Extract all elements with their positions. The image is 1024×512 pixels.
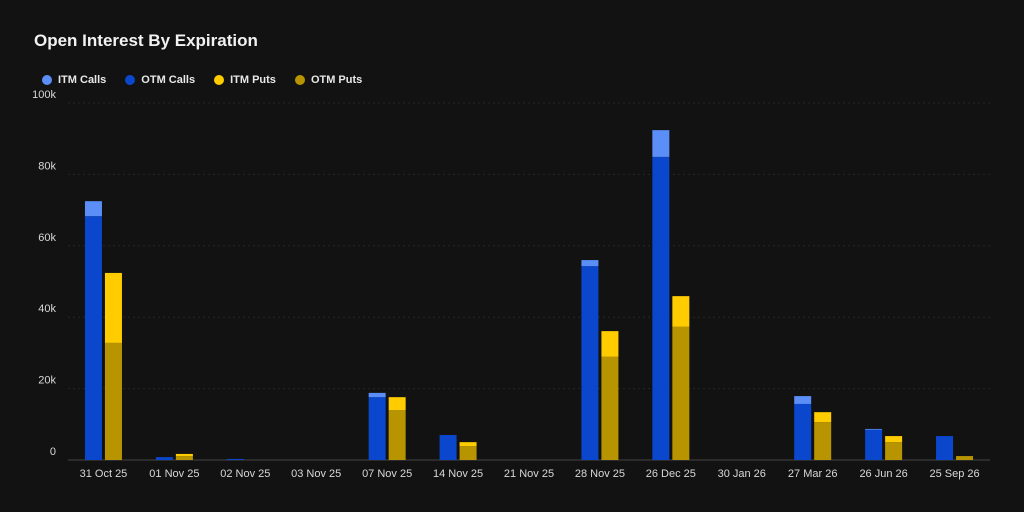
bar-otm-calls[interactable]	[652, 156, 670, 461]
x-tick-label: 26 Jun 26	[859, 468, 907, 480]
bar-itm-calls[interactable]	[581, 260, 599, 267]
bar-otm-puts[interactable]	[388, 410, 406, 460]
bar-itm-puts[interactable]	[885, 436, 903, 443]
x-tick-label: 25 Sep 26	[929, 468, 979, 480]
legend: ITM Calls OTM Calls ITM Puts OTM Puts	[42, 74, 381, 86]
bar-otm-calls[interactable]	[865, 429, 883, 460]
y-tick-label: 0	[50, 446, 56, 458]
bar-itm-calls[interactable]	[794, 396, 812, 404]
bar-itm-puts[interactable]	[814, 412, 832, 423]
x-tick-label: 21 Nov 25	[504, 468, 554, 480]
x-tick-label: 14 Nov 25	[433, 468, 483, 480]
x-tick-label: 02 Nov 25	[220, 468, 270, 480]
bar-otm-calls[interactable]	[84, 216, 102, 460]
bar-itm-puts[interactable]	[388, 397, 406, 411]
y-tick-label: 100k	[32, 89, 56, 101]
bar-otm-puts[interactable]	[672, 326, 690, 460]
bar-otm-calls[interactable]	[368, 397, 386, 460]
bar-otm-puts[interactable]	[104, 342, 122, 460]
y-tick-label: 20k	[38, 375, 56, 387]
bar-itm-calls[interactable]	[368, 392, 386, 398]
bar-itm-puts[interactable]	[459, 442, 477, 447]
legend-item-itm-puts[interactable]: ITM Puts	[214, 74, 276, 86]
bar-otm-calls[interactable]	[155, 457, 173, 460]
y-tick-label: 80k	[38, 160, 56, 172]
bar-otm-puts[interactable]	[459, 446, 477, 460]
x-tick-label: 30 Jan 26	[718, 468, 766, 480]
bar-otm-calls[interactable]	[936, 436, 954, 460]
bar-itm-calls[interactable]	[84, 201, 102, 217]
bar-itm-calls[interactable]	[652, 130, 670, 157]
bar-otm-calls[interactable]	[581, 266, 599, 460]
legend-label: OTM Calls	[141, 74, 196, 86]
legend-item-otm-calls[interactable]: OTM Calls	[125, 74, 195, 86]
bar-otm-puts[interactable]	[601, 356, 619, 460]
bar-otm-puts[interactable]	[175, 456, 193, 460]
bar-itm-calls[interactable]	[865, 428, 883, 430]
x-tick-label: 28 Nov 25	[575, 468, 625, 480]
y-tick-label: 40k	[38, 303, 56, 315]
y-tick-label: 60k	[38, 232, 56, 244]
bar-itm-puts[interactable]	[175, 453, 193, 457]
legend-item-otm-puts[interactable]: OTM Puts	[294, 74, 363, 86]
bar-otm-calls[interactable]	[439, 435, 457, 460]
x-tick-label: 31 Oct 25	[80, 468, 128, 480]
x-tick-label: 01 Nov 25	[149, 468, 199, 480]
legend-label: ITM Puts	[230, 74, 276, 86]
bar-otm-calls[interactable]	[226, 458, 244, 460]
legend-swatch	[125, 75, 136, 85]
bar-otm-puts[interactable]	[956, 456, 974, 460]
x-tick-label: 27 Mar 26	[788, 468, 838, 480]
x-tick-label: 07 Nov 25	[362, 468, 412, 480]
legend-swatch	[42, 75, 52, 85]
legend-label: ITM Calls	[58, 74, 107, 86]
legend-swatch	[294, 75, 305, 85]
bar-otm-puts[interactable]	[814, 422, 832, 460]
legend-label: OTM Puts	[310, 74, 363, 86]
bar-otm-puts[interactable]	[885, 442, 903, 460]
chart-title: Open Interest By Expiration	[34, 31, 258, 50]
bar-itm-puts[interactable]	[672, 296, 690, 327]
bar-itm-puts[interactable]	[104, 272, 122, 343]
legend-swatch	[214, 75, 225, 85]
legend-item-itm-calls[interactable]: ITM Calls	[42, 74, 106, 86]
bar-otm-calls[interactable]	[794, 403, 812, 460]
bar-itm-puts[interactable]	[601, 331, 619, 357]
x-tick-label: 26 Dec 25	[646, 468, 696, 480]
x-tick-label: 03 Nov 25	[291, 468, 341, 480]
